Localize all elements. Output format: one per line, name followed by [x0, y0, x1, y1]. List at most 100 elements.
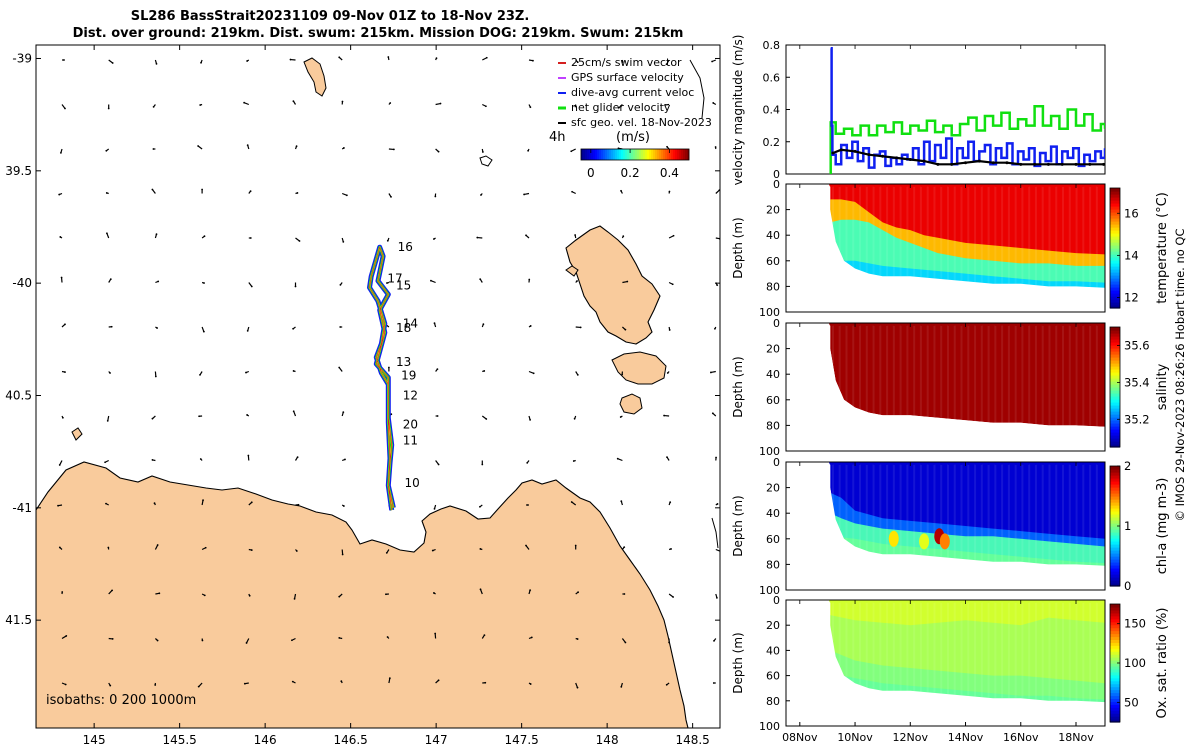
sfc-vector-head: [476, 236, 479, 239]
section-colorbar-cell: [1110, 469, 1120, 473]
colorbar-cell: [591, 149, 594, 160]
section-colorbar-cell: [1110, 719, 1120, 723]
section-surface-sample: [903, 462, 909, 466]
section-surface-sample: [938, 462, 944, 466]
sfc-vector-head: [433, 507, 436, 510]
section-colorbar-cell: [1110, 432, 1120, 436]
velocity-series-point: [1088, 162, 1092, 166]
sfc-vector-head: [479, 588, 482, 591]
section-colorbar-cell: [1110, 239, 1120, 243]
section-colorbar-cell: [1110, 484, 1120, 488]
section-surface-sample: [888, 184, 893, 188]
section-surface-sample: [997, 462, 1003, 466]
sfc-vector-head: [59, 151, 62, 154]
colorbar-cell: [657, 149, 660, 160]
land-island-cape-barren: [611, 351, 667, 385]
section-surface-sample: [1088, 323, 1093, 327]
section-surface-sample: [1001, 600, 1007, 604]
section-ytick-label: 40: [766, 644, 780, 657]
section-surface-sample: [1033, 462, 1038, 466]
sfc-vector-head: [523, 193, 525, 196]
section-surface-sample: [891, 600, 897, 604]
section-surface-sample: [986, 323, 991, 327]
sfc-vector-head: [57, 504, 59, 507]
sfc-vector-head: [106, 420, 109, 422]
velocity-series-point: [853, 149, 857, 153]
sfc-vector-head: [385, 551, 388, 554]
velocity-series-point: [1074, 162, 1078, 166]
section-surface-sample: [1048, 600, 1054, 604]
section-colorbar-cell: [1110, 612, 1120, 617]
section-colorbar-cell: [1110, 505, 1120, 509]
sfc-vector-head: [60, 276, 63, 279]
sfc-vector-head: [529, 589, 532, 592]
section-frame-outline: [785, 322, 1106, 452]
section-colorbar-cell: [1110, 354, 1120, 358]
section-colorbar-tick-label: 35.2: [1124, 412, 1150, 426]
velocity-series-point: [1060, 162, 1064, 166]
section-surface-sample: [954, 462, 960, 466]
sfc-vector-head: [624, 641, 627, 644]
sfc-vector-head: [530, 636, 533, 639]
section-colorbar-cell: [1110, 372, 1120, 376]
section-colorbar-cell: [1110, 695, 1120, 699]
sfc-vector-head: [58, 464, 61, 466]
sfc-vector-head: [105, 149, 108, 152]
section-surface-sample: [1013, 184, 1019, 188]
sfc-vector-head: [713, 639, 715, 642]
section-colorbar-cell: [1110, 375, 1120, 379]
sfc-vector-head: [201, 639, 204, 642]
section-surface-sample: [989, 600, 995, 604]
section-surface-sample: [872, 462, 878, 466]
colorbar-cell: [621, 149, 624, 160]
sfc-vector-head: [579, 326, 582, 329]
section-ytick-label: 100: [759, 306, 780, 319]
section-panel-oxygen-saturation: 0 20 40 60 80 100 Depth (m) 50 100 150 Ox. sat. ra…: [731, 594, 1170, 733]
section-surface-sample: [891, 323, 897, 327]
sfc-vector-head: [110, 325, 113, 328]
sfc-vector-head: [250, 549, 253, 551]
section-surface-sample: [1009, 184, 1015, 188]
sfc-vector-head: [435, 57, 438, 60]
land-tasmania: [36, 461, 689, 728]
section-colorbar-cell: [1110, 327, 1120, 331]
section-surface-sample: [1068, 462, 1074, 466]
section-colorbar-cell: [1110, 571, 1120, 575]
section-surface-sample: [1060, 462, 1066, 466]
colorbar-cell: [607, 149, 610, 160]
sfc-vector-head: [345, 194, 348, 197]
section-surface-sample: [927, 600, 933, 604]
sfc-vector-head: [433, 592, 435, 594]
section-colorbar-cell: [1110, 351, 1120, 355]
sfc-vector-head: [481, 151, 484, 153]
sfc-vector-head: [156, 544, 159, 546]
sfc-vector-head: [482, 323, 485, 326]
sfc-vector-head: [64, 323, 66, 326]
sfc-vector-head: [526, 504, 528, 506]
section-surface-sample: [1025, 600, 1031, 604]
section-colorbar-cell: [1110, 502, 1120, 506]
section-surface-sample: [946, 600, 952, 604]
section-surface-sample: [899, 600, 905, 604]
sfc-vector-head: [243, 101, 246, 104]
section-surface-sample: [844, 462, 850, 466]
section-ytick-label: 20: [766, 619, 780, 632]
colorbar-cell: [641, 149, 644, 160]
sfc-vector-head: [623, 546, 626, 549]
section-surface-sample: [1064, 462, 1070, 466]
colorbar-cell: [663, 149, 666, 160]
sfc-vector-head: [576, 61, 579, 64]
sfc-vector-head: [666, 456, 668, 459]
section-colorbar-cell: [1110, 281, 1120, 285]
colorbar-cell: [581, 149, 584, 160]
section-surface-sample: [923, 184, 929, 188]
colorbar-gradient: [581, 149, 690, 160]
section-surface-sample: [1029, 462, 1034, 466]
sfc-vector-head: [154, 684, 157, 686]
section-colorbar-cell: [1110, 680, 1120, 685]
section-surface-sample: [935, 600, 940, 604]
section-colorbar-cell: [1110, 206, 1120, 210]
sfc-vector-head: [61, 591, 64, 593]
